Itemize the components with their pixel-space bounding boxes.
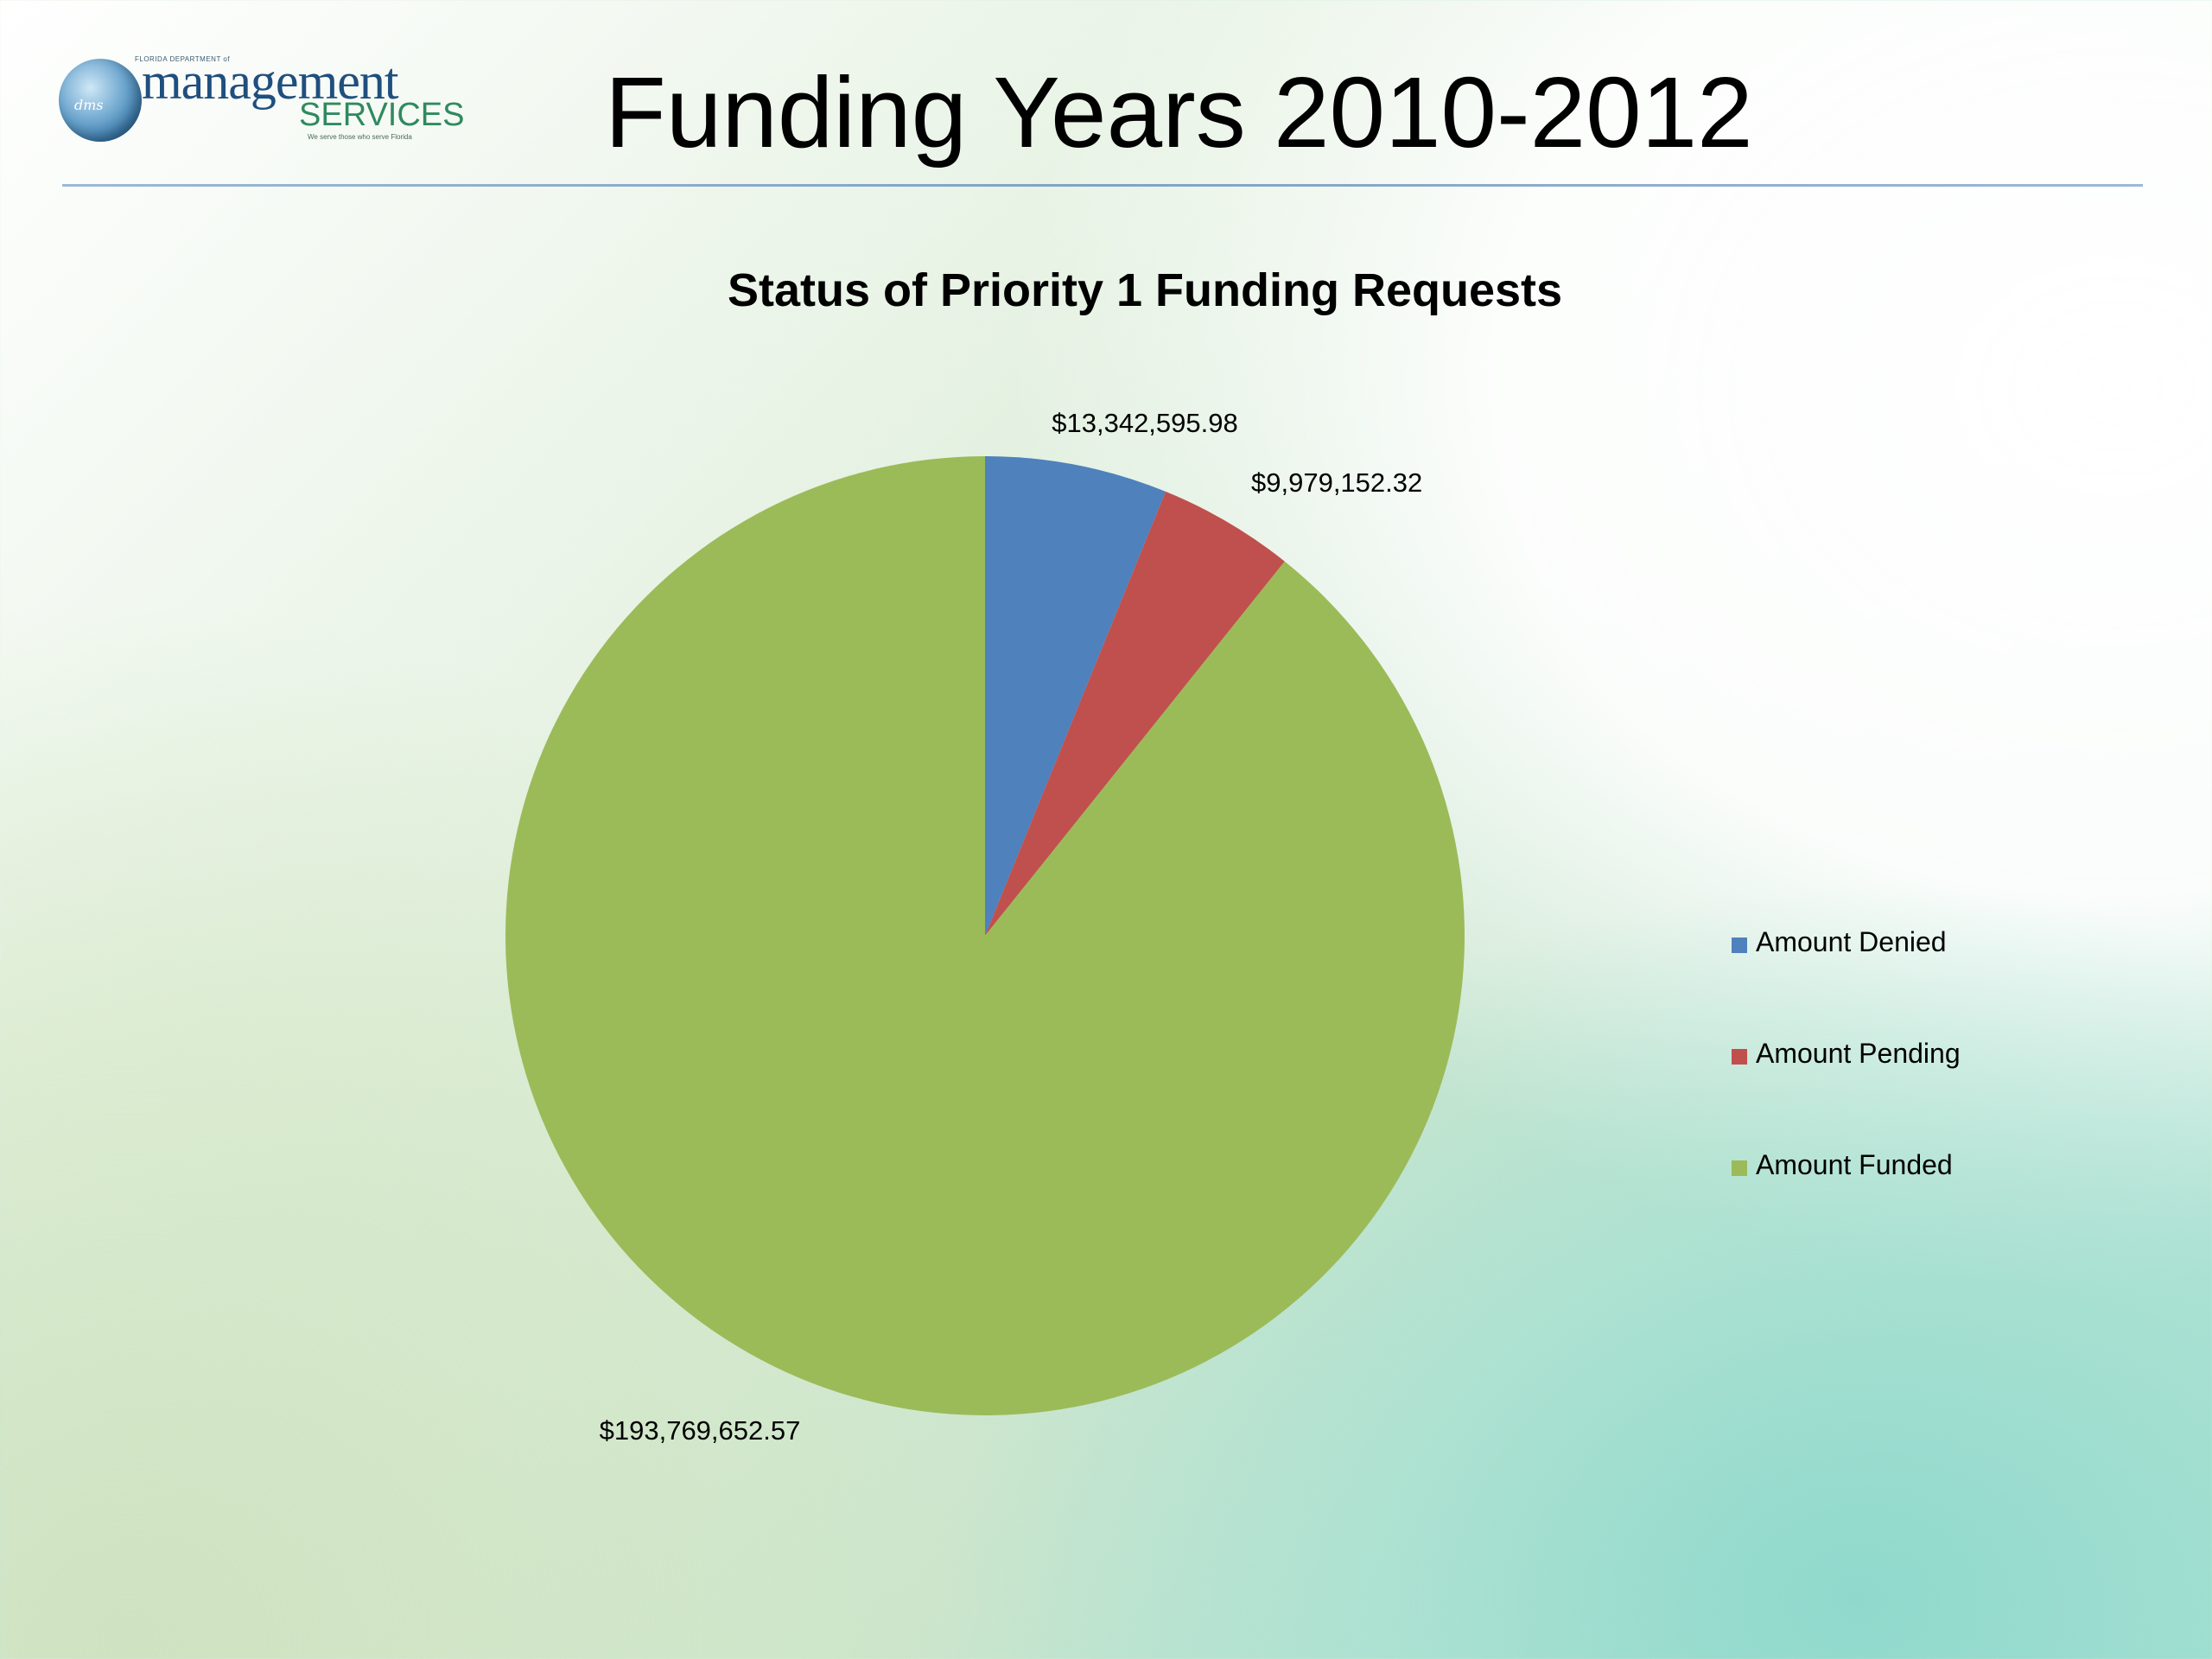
pie-slice-amount-denied [985,456,1166,936]
logo-name-sub: SERVICES [299,97,465,133]
logo-badge: dms [74,97,104,113]
data-label-amount-pending: $9,979,152.32 [1251,467,1422,498]
legend-swatch [1732,938,1747,953]
data-label-amount-funded: $193,769,652.57 [600,1415,801,1446]
pie-slices [505,456,1465,1415]
logo-dept-text: FLORIDA DEPARTMENT of [135,55,231,63]
data-label-amount-denied: $13,342,595.98 [1052,408,1238,438]
legend-label: Amount Denied [1756,926,1947,957]
legend-swatch [1732,1049,1747,1065]
pie-slice-amount-funded [505,456,1465,1415]
logo-name-main: management [142,53,399,110]
legend-label: Amount Pending [1756,1038,1961,1069]
slide-title: Funding Years 2010-2012 [605,56,1753,168]
title-divider [62,184,2143,187]
legend-swatch [1732,1160,1747,1176]
chart-title: Status of Priority 1 Funding Requests [727,264,1563,316]
pie-data-labels: $13,342,595.98 $9,979,152.32 $193,769,652.… [600,408,1423,1446]
dms-logo: dms FLORIDA DEPARTMENT of management SER… [57,54,472,149]
globe-icon [59,59,142,142]
logo-tagline: We serve those who serve Florida [308,133,412,141]
pie-slice-amount-pending [985,491,1285,936]
legend-label: Amount Funded [1756,1149,1953,1180]
